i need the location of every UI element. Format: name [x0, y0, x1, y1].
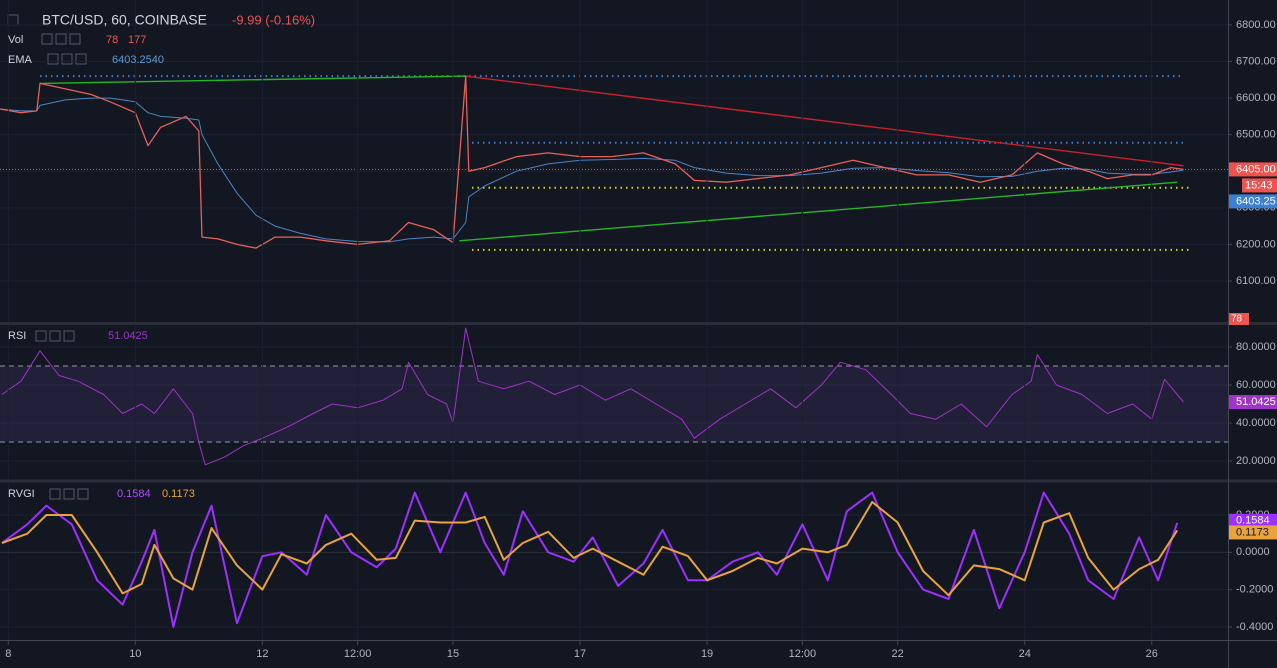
x-tick-label: 17 — [574, 648, 586, 660]
y-tick-label: 80.0000 — [1236, 341, 1276, 353]
price-box-label: 6405.00 — [1236, 163, 1276, 175]
trend-line — [465, 75, 1184, 167]
volume-box — [1229, 313, 1249, 325]
icon-boxes — [7, 14, 89, 500]
y-tick-label: 6200.00 — [1236, 238, 1276, 250]
ema-box — [1229, 194, 1277, 209]
icon[interactable] — [47, 53, 59, 65]
legend-label[interactable]: EMA — [8, 54, 33, 66]
series-line — [1, 501, 1179, 597]
y-tick-label: 6800.00 — [1236, 19, 1276, 31]
y-tick-label: -0.4000 — [1236, 621, 1273, 633]
main-line — [1, 327, 1184, 466]
legend-value: 177 — [128, 34, 146, 46]
legend-value: 0.1584 — [117, 488, 151, 500]
icon[interactable] — [61, 53, 73, 65]
rvgi-box — [1229, 513, 1277, 528]
chart-title: BTC/USD, 60, COINBASE — [42, 12, 207, 28]
price-box — [1229, 162, 1277, 177]
icon[interactable] — [69, 33, 81, 45]
legend-value: 0.1173 — [162, 488, 195, 500]
icon[interactable] — [35, 330, 47, 342]
legends: BTC/USD, 60, COINBASE -9.99 (-0.16%) Vol… — [8, 12, 315, 500]
legend-label[interactable]: Vol — [8, 34, 23, 46]
trend-line — [459, 181, 1178, 242]
rsi-box — [1229, 395, 1277, 410]
y-tick-label: 6600.00 — [1236, 92, 1276, 104]
countdown-box — [1242, 178, 1277, 193]
y-tick-label: 20.0000 — [1236, 455, 1276, 467]
legend-label[interactable]: RSI — [8, 330, 26, 342]
x-tick-label: 26 — [1146, 648, 1158, 660]
x-tick-label: 15 — [447, 648, 459, 660]
x-tick-label: 12 — [256, 648, 268, 660]
x-tick-label: 19 — [701, 648, 713, 660]
rsi-band-fill — [0, 366, 1228, 443]
x-tick-label: 24 — [1019, 648, 1031, 660]
x-tick-label: 8 — [5, 648, 11, 660]
legend-value: 78 — [106, 34, 118, 46]
y-tick-label: 6100.00 — [1236, 275, 1276, 287]
rvgi-box-label: 0.1584 — [1236, 515, 1270, 527]
series-line — [0, 97, 1184, 243]
icon[interactable] — [55, 33, 67, 45]
x-tick-label: 12:00 — [789, 648, 817, 660]
main-line — [0, 75, 1184, 249]
trend-line — [40, 75, 466, 85]
y-tick-label: 0.0000 — [1236, 546, 1270, 558]
icon[interactable] — [49, 330, 61, 342]
rsi-box-label: 51.0425 — [1236, 396, 1276, 408]
icon[interactable] — [63, 330, 75, 342]
icon[interactable] — [77, 488, 89, 500]
icon[interactable] — [75, 53, 87, 65]
legend-value: 6403.2540 — [112, 54, 164, 66]
y-tick-label: 6500.00 — [1236, 129, 1276, 141]
countdown: 15:43 — [1245, 179, 1273, 191]
x-tick-label: 12:00 — [344, 648, 372, 660]
rvgi-box-label: 0.1173 — [1236, 526, 1269, 538]
y-tick-label: -0.2000 — [1236, 584, 1273, 596]
price-change: -9.99 (-0.16%) — [232, 12, 315, 27]
x-tick-label: 10 — [129, 648, 141, 660]
y-tick-label: 60.0000 — [1236, 379, 1276, 391]
legend-value: 51.0425 — [108, 330, 148, 342]
series-line — [1, 491, 1179, 628]
x-tick-label: 22 — [892, 648, 904, 660]
y-tick-label: 6700.00 — [1236, 55, 1276, 67]
rvgi-box — [1229, 525, 1277, 540]
icon[interactable] — [41, 33, 53, 45]
icon[interactable] — [49, 488, 61, 500]
legend-label[interactable]: RVGI — [8, 488, 35, 500]
y-tick-label: 40.0000 — [1236, 417, 1276, 429]
volume-box-label: 78 — [1231, 314, 1243, 325]
ema-box-label: 6403.25 — [1236, 195, 1276, 207]
icon[interactable] — [63, 488, 75, 500]
